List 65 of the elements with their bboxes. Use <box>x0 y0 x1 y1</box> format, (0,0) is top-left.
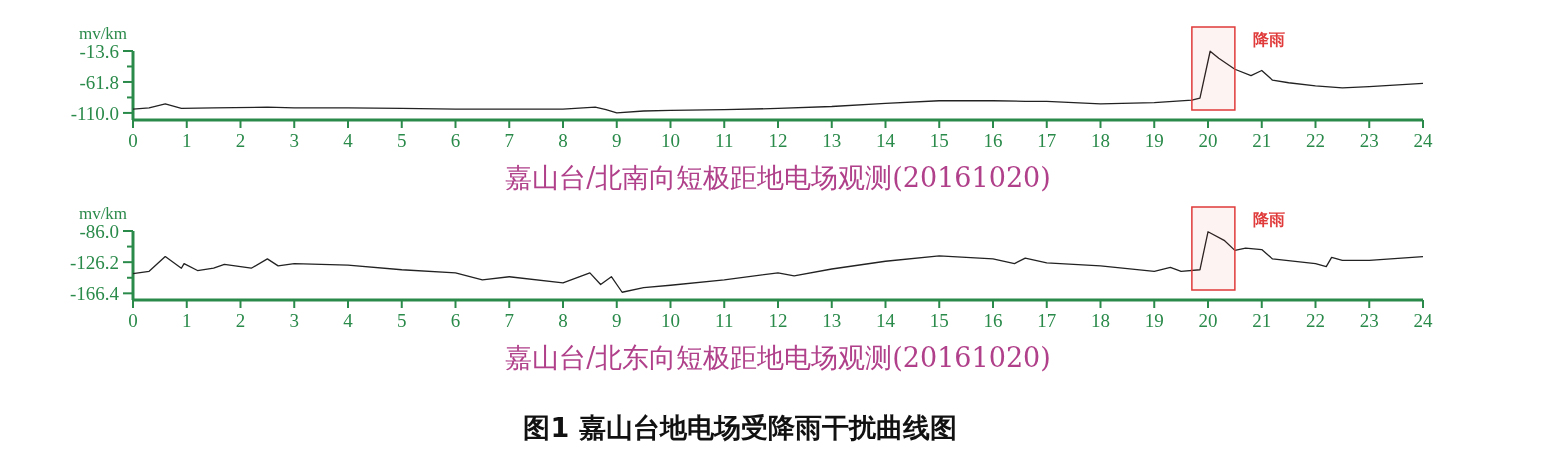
x-tick-label: 19 <box>1144 130 1164 151</box>
x-tick-label: 2 <box>235 130 246 151</box>
y-tick-label: -13.6 <box>79 40 119 62</box>
x-tick-label: 21 <box>1252 310 1272 331</box>
x-axis-title: 嘉山台/北东向短极距地电场观测(20161020) <box>505 342 1051 373</box>
x-tick-label: 18 <box>1091 130 1110 151</box>
x-tick-label: 13 <box>822 310 842 331</box>
y-tick-label: -86.0 <box>79 220 119 242</box>
y-axis-title: mv/km <box>78 204 128 223</box>
x-tick-label: 8 <box>558 310 568 331</box>
x-tick-label: 24 <box>1413 310 1433 331</box>
x-tick-label: 14 <box>876 130 896 151</box>
x-tick-label: 21 <box>1252 130 1272 151</box>
x-tick-label: 20 <box>1198 310 1218 331</box>
x-tick-label: 18 <box>1091 310 1110 331</box>
y-axis-title: mv/km <box>78 24 128 43</box>
y-tick-label: -110.0 <box>70 102 119 124</box>
x-tick-label: 8 <box>558 130 568 151</box>
caption: 图1 嘉山台地电场受降雨干扰曲线图 <box>523 412 957 443</box>
x-tick-label: 2 <box>235 310 246 331</box>
x-tick-label: 5 <box>397 310 407 331</box>
y-tick-label: -126.2 <box>69 251 119 273</box>
x-tick-label: 16 <box>983 310 1003 331</box>
x-tick-label: 12 <box>768 310 788 331</box>
x-tick-label: 3 <box>289 130 299 151</box>
x-tick-label: 13 <box>822 130 842 151</box>
x-tick-label: 10 <box>661 310 680 331</box>
y-tick-label: -61.8 <box>79 71 119 93</box>
x-tick-label: 11 <box>715 310 734 331</box>
x-tick-label: 7 <box>504 310 514 331</box>
x-tick-label: 22 <box>1306 130 1325 151</box>
line-series <box>132 231 1424 293</box>
x-tick-label: 9 <box>612 310 622 331</box>
x-tick-label: 12 <box>768 130 788 151</box>
x-tick-label: 16 <box>983 130 1003 151</box>
x-tick-label: 0 <box>128 310 138 331</box>
x-tick-label: 10 <box>661 130 680 151</box>
x-tick-label: 17 <box>1037 310 1057 331</box>
x-axis-title: 嘉山台/北南向短极距地电场观测(20161020) <box>505 162 1051 193</box>
x-tick-label: 22 <box>1306 310 1325 331</box>
line-series <box>132 50 1424 114</box>
x-tick-label: 15 <box>929 310 949 331</box>
band-label: 降雨 <box>1252 210 1285 229</box>
x-tick-label: 6 <box>450 130 461 151</box>
x-tick-label: 23 <box>1359 130 1379 151</box>
x-tick-label: 15 <box>929 130 949 151</box>
x-tick-label: 3 <box>289 310 299 331</box>
x-tick-label: 7 <box>504 130 514 151</box>
x-tick-label: 23 <box>1359 310 1379 331</box>
x-tick-label: 1 <box>182 310 192 331</box>
y-tick-label: -166.4 <box>69 282 120 304</box>
x-tick-label: 6 <box>450 310 461 331</box>
x-tick-label: 20 <box>1198 130 1218 151</box>
band-label: 降雨 <box>1252 30 1285 49</box>
x-tick-label: 0 <box>128 130 138 151</box>
x-tick-label: 24 <box>1413 130 1433 151</box>
x-tick-label: 19 <box>1144 310 1164 331</box>
x-tick-label: 11 <box>715 130 734 151</box>
x-tick-label: 17 <box>1037 130 1057 151</box>
x-tick-label: 4 <box>343 310 354 331</box>
x-tick-label: 4 <box>343 130 354 151</box>
x-tick-label: 5 <box>397 130 407 151</box>
x-tick-label: 9 <box>612 130 622 151</box>
x-tick-label: 14 <box>876 310 896 331</box>
x-tick-label: 1 <box>182 130 192 151</box>
